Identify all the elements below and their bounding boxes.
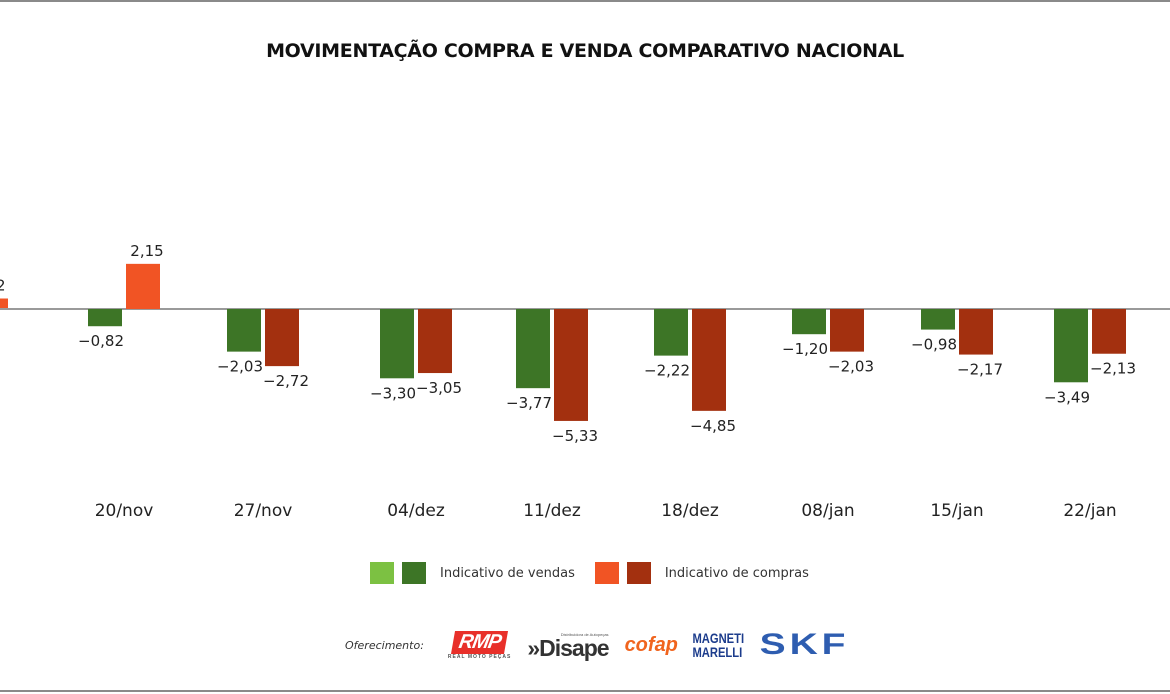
- logo-magneti-marelli: MAGNETI MARELLI: [692, 630, 745, 660]
- legend-swatch-compras-light: [594, 562, 619, 584]
- data-label-vendas: −0,82: [78, 332, 124, 350]
- bar-vendas: [380, 309, 414, 379]
- bar-vendas: [88, 309, 122, 327]
- data-label-compras: −3,05: [416, 379, 462, 397]
- bar-vendas: [516, 309, 550, 389]
- bar-compras: [126, 263, 160, 309]
- legend: Indicativo de vendas Indicativo de compr…: [370, 562, 809, 584]
- data-label-compras: −2,17: [957, 361, 1003, 379]
- bar-compras: [554, 309, 588, 421]
- category-label: 15/jan: [930, 501, 983, 521]
- bar-compras: [830, 309, 864, 352]
- category-label: 20/nov: [95, 501, 154, 521]
- data-label-vendas: −3,49: [1044, 388, 1090, 406]
- logo-rmp: RMP REAL MOTO PEÇAS: [447, 630, 512, 660]
- category-label: 22/jan: [1063, 501, 1116, 521]
- data-label-vendas: −1,20: [782, 340, 828, 358]
- category-label: 27/nov: [234, 501, 293, 521]
- logo-cofap: cofap: [624, 633, 678, 656]
- bar-vendas: [921, 309, 955, 330]
- bar-compras: [1092, 309, 1126, 354]
- data-label-compras: −2,03: [828, 358, 874, 376]
- logo-skf: SKF: [760, 628, 850, 661]
- bar-vendas: [654, 309, 688, 356]
- data-label-compras: −5,33: [552, 427, 598, 445]
- chart-title: MOVIMENTAÇÃO COMPRA E VENDA COMPARATIVO …: [266, 40, 904, 62]
- bar-compras: [418, 309, 452, 374]
- data-label-vendas: −3,77: [506, 394, 552, 412]
- data-label-compras: 2,15: [130, 242, 163, 260]
- bar-vendas: [1054, 309, 1088, 383]
- data-label-compras: −2,72: [263, 372, 309, 390]
- bar-compras: [692, 309, 726, 411]
- category-label: 18/dez: [661, 501, 719, 521]
- data-label-vendas: −0,98: [911, 336, 957, 354]
- bar-vendas: [792, 309, 826, 335]
- category-label: 04/dez: [387, 501, 445, 521]
- bar-compras: [959, 309, 993, 355]
- legend-swatch-vendas: [402, 562, 426, 584]
- legend-label-vendas: Indicativo de vendas: [440, 565, 575, 581]
- bar-vendas: [227, 309, 261, 352]
- frame-top-border: [0, 0, 1170, 2]
- bar-compras-partial: [0, 298, 8, 309]
- category-label: 08/jan: [801, 501, 854, 521]
- bar-compras: [265, 309, 299, 367]
- data-label-vendas: −3,30: [370, 384, 416, 402]
- frame-bottom-border: [0, 690, 1170, 692]
- legend-swatch-compras: [626, 562, 651, 584]
- data-label-vendas: −2,22: [644, 362, 690, 380]
- legend-label-compras: Indicativo de compras: [664, 565, 809, 581]
- sponsors: Oferecimento: RMP REAL MOTO PEÇAS Distri…: [345, 628, 855, 662]
- legend-swatch-vendas-light: [370, 562, 394, 584]
- data-label-vendas: −2,03: [217, 358, 263, 376]
- sponsor-label: Oferecimento:: [345, 638, 424, 652]
- category-label: 11/dez: [523, 501, 581, 521]
- data-label-compras: −4,85: [690, 417, 736, 435]
- data-label-compras-partial: 2: [0, 277, 6, 295]
- logo-disape: Distribuidora de Autopeças »Disape: [527, 631, 609, 661]
- data-label-compras: −2,13: [1090, 360, 1136, 378]
